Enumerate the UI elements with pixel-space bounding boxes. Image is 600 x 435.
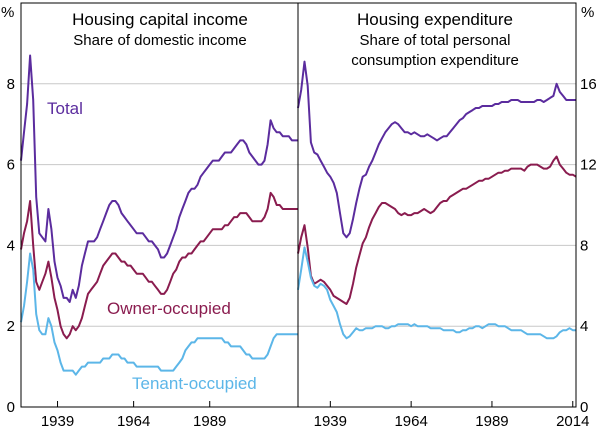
- right-series-owner-occupied: [297, 155, 577, 305]
- right-y-unit: %: [581, 4, 594, 21]
- axis-ticks: 0 2 4 6 8 1939 1964 1989 0 4 8 12 16 1939 1964 1989 2014: [7, 76, 597, 430]
- right-subtitle: Share of total personal: [360, 32, 511, 49]
- right-y-tick-label-0: 0: [580, 399, 588, 416]
- right-x-tick-label-1939: 1939: [314, 413, 347, 430]
- annotation-owner-occupied: Owner-occupied: [107, 299, 231, 318]
- left-y-tick-label-6: 6: [7, 157, 15, 174]
- left-series-total: [20, 54, 298, 303]
- annotation-tenant-occupied: Tenant-occupied: [132, 374, 257, 393]
- left-subtitle: Share of domestic income: [73, 32, 246, 49]
- right-y-tick-label-8: 8: [580, 237, 588, 254]
- left-y-tick-label-4: 4: [7, 237, 15, 254]
- right-series-total: [297, 60, 576, 239]
- right-y-tick-label-12: 12: [580, 157, 597, 174]
- annotation-total: Total: [47, 99, 83, 118]
- left-x-tick-label-1964: 1964: [117, 413, 150, 430]
- left-series-owner-occupied: [20, 191, 298, 340]
- left-y-tick-label-0: 0: [7, 399, 15, 416]
- right-y-tick-label-4: 4: [580, 318, 588, 335]
- left-title: Housing capital income: [72, 10, 248, 29]
- left-x-tick-label-1989: 1989: [193, 413, 226, 430]
- right-x-tick-label-2014: 2014: [556, 413, 589, 430]
- left-series-tenant-occupied: [20, 252, 298, 376]
- left-y-tick-label-8: 8: [7, 76, 15, 93]
- left-x-tick-label-1939: 1939: [41, 413, 74, 430]
- right-x-tick-label-1964: 1964: [394, 413, 427, 430]
- right-title: Housing expenditure: [357, 10, 513, 29]
- right-series-tenant-occupied: [297, 246, 576, 340]
- right-x-tick-label-1989: 1989: [475, 413, 508, 430]
- right-y-tick-label-16: 16: [580, 76, 597, 93]
- left-y-unit: %: [1, 4, 14, 21]
- series-lines: [20, 54, 577, 376]
- left-y-tick-label-2: 2: [7, 318, 15, 335]
- gridlines: [21, 83, 576, 327]
- right-subtitle-line2: consumption expenditure: [351, 52, 519, 69]
